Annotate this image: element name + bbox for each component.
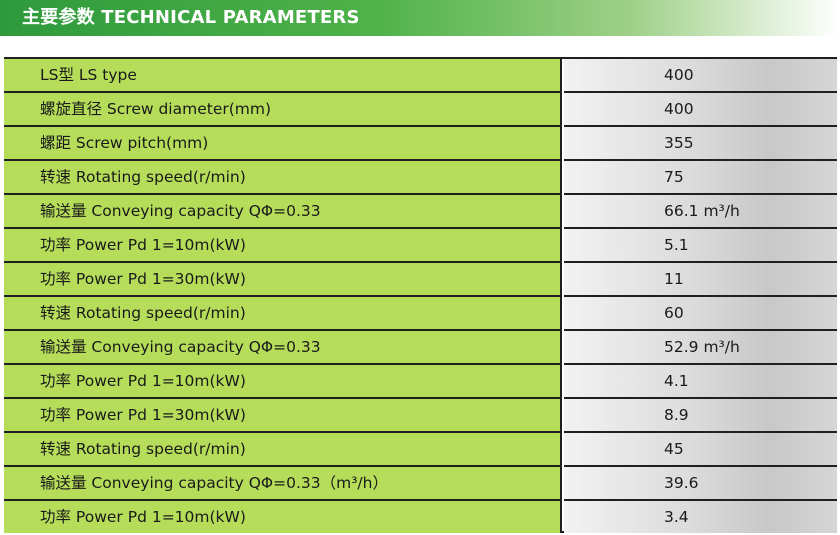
parameter-label-cell: 功率 Power Pd 1=30m(kW) [4,263,562,297]
parameter-value-cell: 11 [564,263,837,297]
parameter-value-cell: 60 [564,297,837,331]
parameter-label-cell: 输送量 Conveying capacity QΦ=0.33 [4,331,562,365]
table-row: 功率 Power Pd 1=10m(kW) 5.1 [4,229,837,263]
parameter-label-cell: 功率 Power Pd 1=10m(kW) [4,365,562,399]
table-row: 螺旋直径 Screw diameter(mm) 400 [4,93,837,127]
parameter-label: 输送量 Conveying capacity QΦ=0.33 [40,338,321,356]
table-row: 转速 Rotating speed(r/min) 75 [4,161,837,195]
table-row: 功率 Power Pd 1=30m(kW) 11 [4,263,837,297]
parameter-value-cell: 5.1 [564,229,837,263]
parameter-label-cell: LS型 LS type [4,59,562,93]
parameter-label-cell: 螺旋直径 Screw diameter(mm) [4,93,562,127]
parameter-label: 功率 Power Pd 1=10m(kW) [40,236,246,254]
parameter-value: 60 [664,304,684,322]
parameter-value: 355 [664,134,694,152]
parameter-value: 11 [664,270,684,288]
parameter-value-cell: 400 [564,59,837,93]
parameter-value-cell: 75 [564,161,837,195]
parameter-value-cell: 8.9 [564,399,837,433]
table-row: 转速 Rotating speed(r/min) 60 [4,297,837,331]
table-row: 转速 Rotating speed(r/min) 45 [4,433,837,467]
parameter-label: LS型 LS type [40,66,137,84]
parameter-value-cell: 3.4 [564,501,837,533]
parameter-label: 输送量 Conveying capacity QΦ=0.33（m³/h） [40,474,388,492]
parameter-label: 功率 Power Pd 1=30m(kW) [40,270,246,288]
parameter-value: 400 [664,66,694,84]
parameter-value-cell: 66.1 m³/h [564,195,837,229]
parameter-label-cell: 功率 Power Pd 1=30m(kW) [4,399,562,433]
parameter-label: 转速 Rotating speed(r/min) [40,168,246,186]
page-title: 主要参数 TECHNICAL PARAMETERS [22,7,360,28]
parameter-label-cell: 输送量 Conveying capacity QΦ=0.33（m³/h） [4,467,562,501]
parameter-label: 功率 Power Pd 1=30m(kW) [40,406,246,424]
parameter-value: 8.9 [664,406,689,424]
parameter-value: 45 [664,440,684,458]
parameter-value: 4.1 [664,372,689,390]
table-row: 功率 Power Pd 1=10m(kW) 3.4 [4,501,837,535]
parameter-label: 螺距 Screw pitch(mm) [40,134,209,152]
parameter-value: 39.6 [664,474,699,492]
table-row: LS型 LS type 400 [4,59,837,93]
parameter-value: 400 [664,100,694,118]
parameter-value-cell: 52.9 m³/h [564,331,837,365]
parameter-value-cell: 4.1 [564,365,837,399]
parameter-label-cell: 转速 Rotating speed(r/min) [4,297,562,331]
table-row: 功率 Power Pd 1=10m(kW) 4.1 [4,365,837,399]
parameter-label: 输送量 Conveying capacity QΦ=0.33 [40,202,321,220]
table-row: 输送量 Conveying capacity QΦ=0.33 52.9 m³/h [4,331,837,365]
header-bar: 主要参数 TECHNICAL PARAMETERS [0,0,840,36]
parameter-value: 75 [664,168,684,186]
parameter-value: 66.1 m³/h [664,202,740,220]
parameter-label-cell: 螺距 Screw pitch(mm) [4,127,562,161]
parameter-value-cell: 39.6 [564,467,837,501]
table-row: 输送量 Conveying capacity QΦ=0.33 66.1 m³/h [4,195,837,229]
parameter-label-cell: 功率 Power Pd 1=10m(kW) [4,501,562,533]
table-row: 功率 Power Pd 1=30m(kW) 8.9 [4,399,837,433]
parameter-value-cell: 355 [564,127,837,161]
parameter-label: 功率 Power Pd 1=10m(kW) [40,508,246,526]
parameter-label-cell: 转速 Rotating speed(r/min) [4,433,562,467]
parameter-label-cell: 输送量 Conveying capacity QΦ=0.33 [4,195,562,229]
parameter-value: 3.4 [664,508,689,526]
parameter-value: 5.1 [664,236,689,254]
parameter-label: 转速 Rotating speed(r/min) [40,440,246,458]
parameter-value-cell: 400 [564,93,837,127]
parameter-label: 功率 Power Pd 1=10m(kW) [40,372,246,390]
parameter-label: 转速 Rotating speed(r/min) [40,304,246,322]
table-row: 螺距 Screw pitch(mm) 355 [4,127,837,161]
parameter-value-cell: 45 [564,433,837,467]
parameter-label: 螺旋直径 Screw diameter(mm) [40,100,272,118]
parameter-value: 52.9 m³/h [664,338,740,356]
technical-parameters-table: LS型 LS type 400 螺旋直径 Screw diameter(mm) … [4,57,837,533]
parameter-label-cell: 功率 Power Pd 1=10m(kW) [4,229,562,263]
parameter-label-cell: 转速 Rotating speed(r/min) [4,161,562,195]
table-row: 输送量 Conveying capacity QΦ=0.33（m³/h） 39.… [4,467,837,501]
